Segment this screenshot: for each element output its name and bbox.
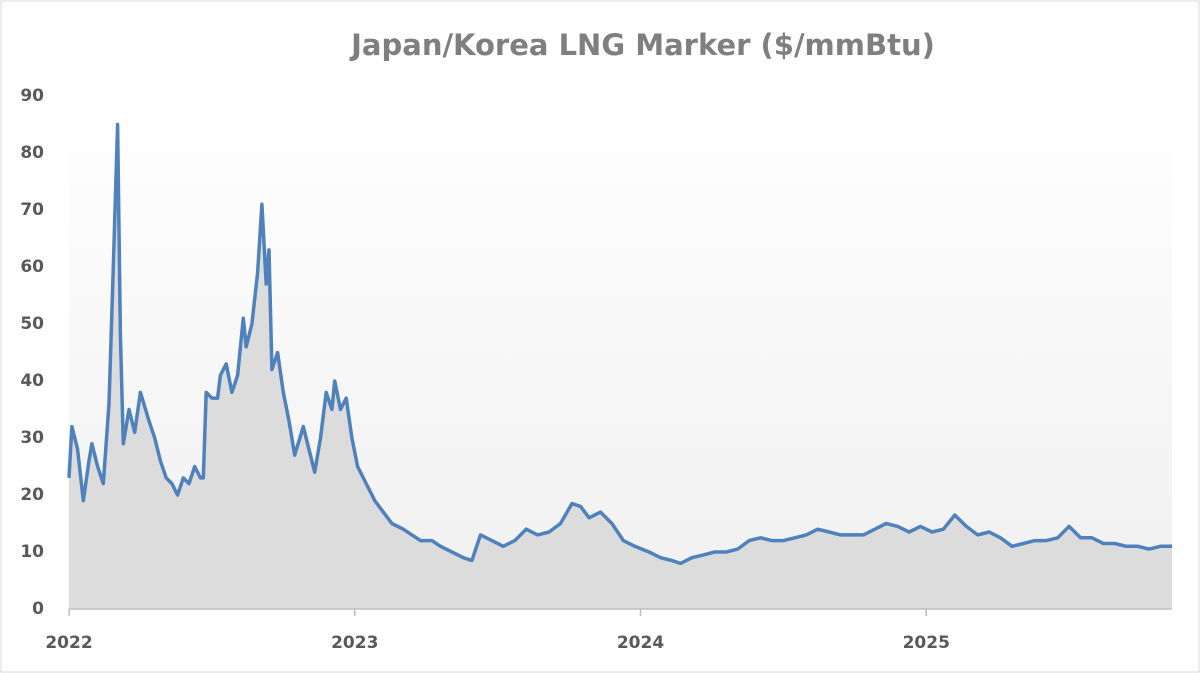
chart-title: Japan/Korea LNG Marker ($/mmBtu) [349,28,935,62]
line [67,122,1172,566]
y-tick-label: 80 [20,143,44,163]
x-tick-label: 2022 [45,633,92,653]
area [69,124,1172,609]
y-tick-label: 30 [20,428,44,448]
y-tick-label: 90 [20,86,44,106]
y-tick-label: 20 [20,485,44,505]
y-tick-label: 0 [32,599,44,619]
y-tick-label: 10 [20,542,44,562]
y-tick-label: 50 [20,314,44,334]
y-tick-label: 40 [20,371,44,391]
x-tick-label: 2024 [617,633,664,653]
y-tick-label: 70 [20,200,44,220]
y-tick-label: 60 [20,257,44,277]
x-tick-label: 2023 [331,633,378,653]
x-tick-label: 2025 [903,633,950,653]
